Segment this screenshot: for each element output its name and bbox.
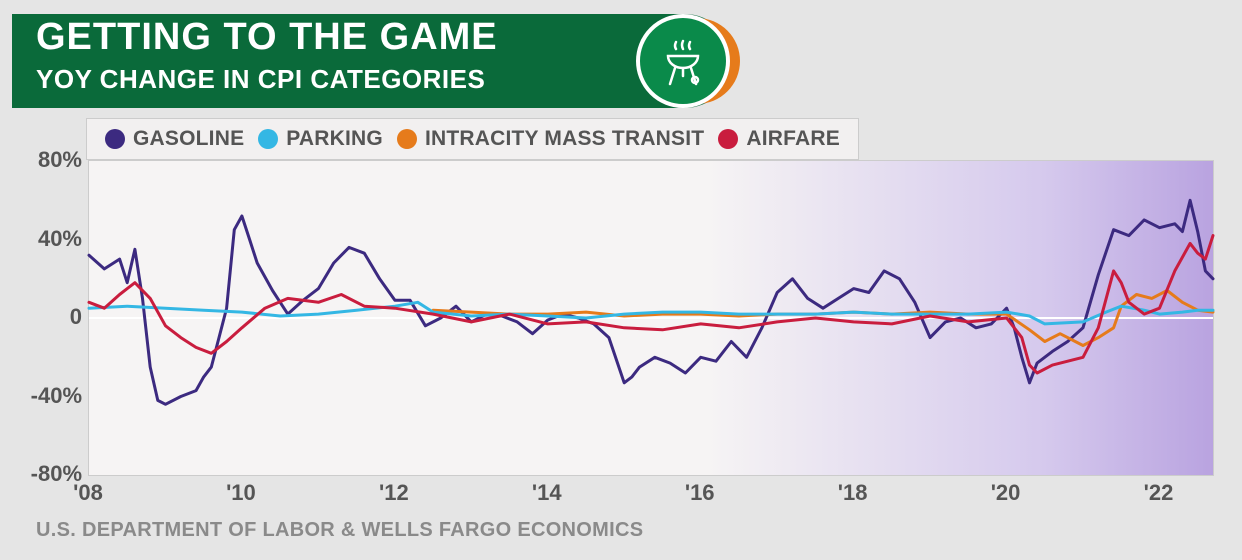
legend-label-airfare: AIRFARE <box>746 127 840 151</box>
x-tick: '12 <box>379 480 409 506</box>
legend-swatch-parking <box>258 129 278 149</box>
line-series-svg <box>89 161 1213 475</box>
legend-label-gasoline: GASOLINE <box>133 127 244 151</box>
y-tick: 80% <box>30 147 82 173</box>
legend-item-parking: PARKING <box>258 127 383 151</box>
chart-wrap: -80%-40%040%80% '08'10'12'14'16'18'20'22 <box>30 138 1220 498</box>
source-attribution: U.S. DEPARTMENT OF LABOR & WELLS FARGO E… <box>36 519 643 542</box>
header-icon-stack <box>620 12 740 112</box>
y-tick: -40% <box>30 383 82 409</box>
page-title: GETTING TO THE GAME <box>36 18 498 56</box>
bbq-grill-icon <box>636 14 730 108</box>
x-tick: '22 <box>1144 480 1174 506</box>
x-tick: '08 <box>73 480 103 506</box>
x-tick: '18 <box>838 480 868 506</box>
legend-swatch-gasoline <box>105 129 125 149</box>
x-tick: '14 <box>532 480 562 506</box>
series-line-airfare <box>89 236 1213 373</box>
legend-label-parking: PARKING <box>286 127 383 151</box>
header-bar: GETTING TO THE GAME YOY CHANGE IN CPI CA… <box>12 14 722 108</box>
x-axis: '08'10'12'14'16'18'20'22 <box>88 480 1214 508</box>
legend-swatch-transit <box>397 129 417 149</box>
y-tick: 0 <box>30 304 82 330</box>
legend-swatch-airfare <box>718 129 738 149</box>
legend-item-airfare: AIRFARE <box>718 127 840 151</box>
chart-legend: GASOLINE PARKING INTRACITY MASS TRANSIT AIR… <box>86 118 859 160</box>
legend-item-transit: INTRACITY MASS TRANSIT <box>397 127 704 151</box>
y-tick: 40% <box>30 226 82 252</box>
plot-area <box>88 160 1214 476</box>
page-subtitle: YOY CHANGE IN CPI CATEGORIES <box>36 66 485 92</box>
legend-item-gasoline: GASOLINE <box>105 127 244 151</box>
x-tick: '16 <box>685 480 715 506</box>
legend-label-transit: INTRACITY MASS TRANSIT <box>425 127 704 151</box>
series-line-gasoline <box>89 200 1213 404</box>
x-tick: '10 <box>226 480 256 506</box>
x-tick: '20 <box>991 480 1021 506</box>
